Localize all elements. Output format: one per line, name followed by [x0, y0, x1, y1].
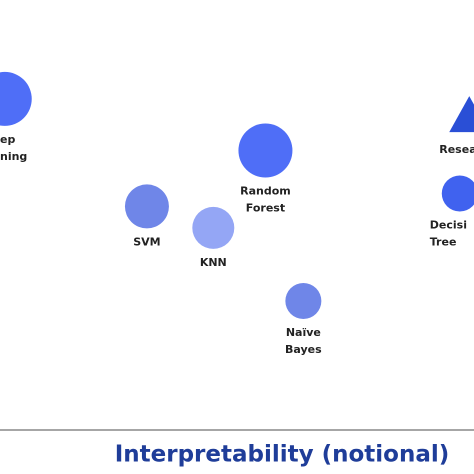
- point-label: SVM: [133, 235, 160, 248]
- bubble: [192, 206, 235, 249]
- point-label: Decisi: [430, 219, 467, 232]
- bubble: [238, 123, 293, 178]
- point-label: Resea: [439, 143, 474, 156]
- bubble: [124, 184, 169, 229]
- x-axis-label: Interpretability (notional): [115, 442, 450, 468]
- point-label: Bayes: [285, 343, 322, 356]
- point-label: Random: [240, 185, 291, 198]
- point-label: KNN: [200, 256, 227, 269]
- triangle-marker: [449, 96, 474, 133]
- point-label: Forest: [246, 202, 285, 215]
- point-label: Naïve: [286, 326, 321, 339]
- bubble: [0, 71, 32, 126]
- bubble: [441, 175, 474, 212]
- bubble: [285, 283, 322, 319]
- point-label: Tree: [430, 236, 457, 249]
- point-label: ning: [0, 150, 27, 163]
- point-label: ep: [0, 133, 15, 146]
